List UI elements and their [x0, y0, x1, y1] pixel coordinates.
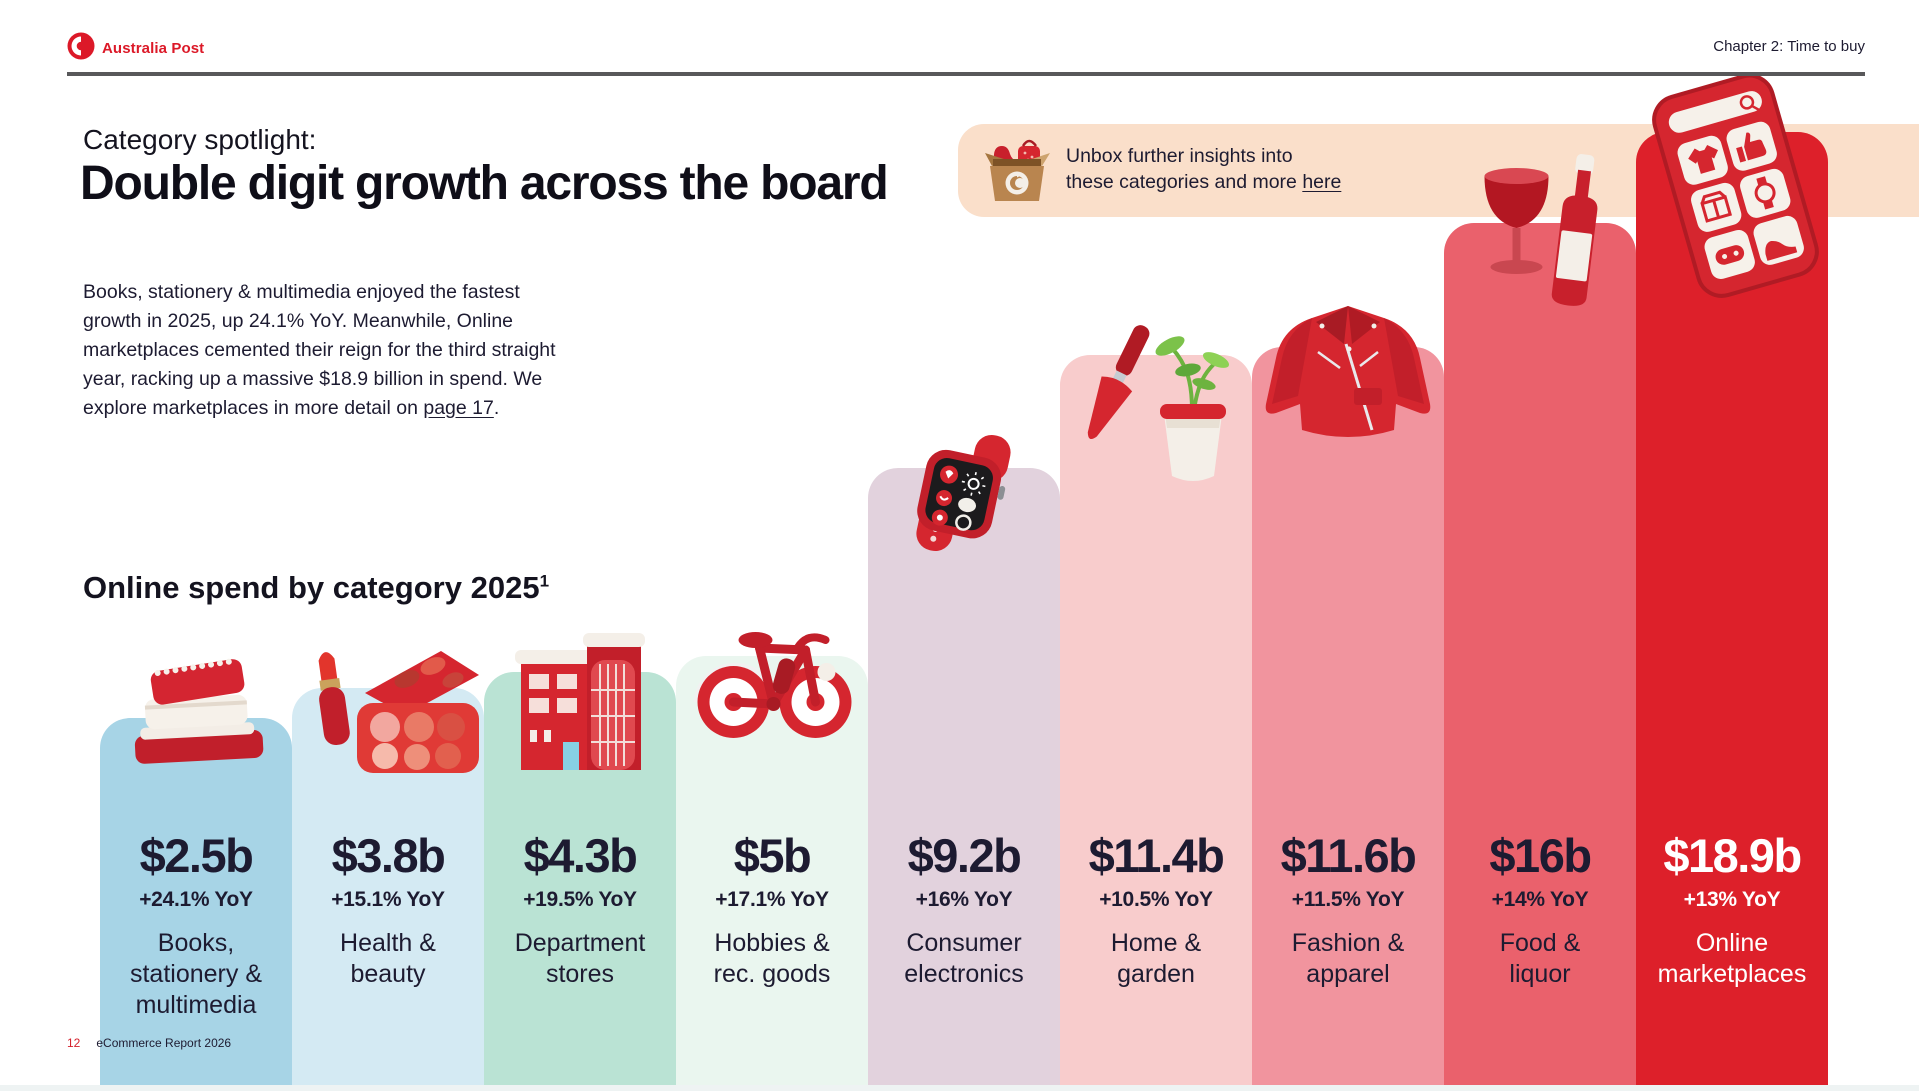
bar-value: $3.8b [331, 829, 446, 882]
bar [676, 656, 868, 1085]
callout-line2: these categories and more here [1066, 171, 1342, 193]
bar [484, 672, 676, 1085]
intro-paragraph: Books, stationery & multimedia enjoyed t… [83, 280, 556, 419]
bar-category-label: Health & beauty [340, 929, 436, 988]
bar-value: $9.2b [907, 829, 1022, 882]
books-icon [111, 645, 281, 775]
bar-yoy-growth: +16% YoY [915, 888, 1013, 911]
unboxed-parcel-icon [980, 135, 1054, 210]
bar [1636, 132, 1828, 1085]
bar-yoy-growth: +10.5% YoY [1099, 888, 1213, 911]
bar-category-label: Department stores [514, 929, 646, 988]
bar-category-label: Online marketplaces [1657, 929, 1807, 988]
bicycle-icon [690, 598, 855, 748]
bar-yoy-growth: +24.1% YoY [139, 888, 253, 911]
brand-name: Australia Post [102, 40, 205, 57]
gardening-icon [1076, 318, 1236, 498]
bar-yoy-growth: +13% YoY [1683, 888, 1781, 911]
bar-value: $5b [733, 829, 812, 882]
smartwatch-icon [902, 428, 1027, 563]
bar [1252, 347, 1444, 1085]
bar-category-label: Home & garden [1110, 929, 1202, 988]
report-name: eCommerce Report 2026 [96, 1036, 232, 1050]
bar [1444, 223, 1636, 1085]
chart-baseline [0, 1085, 1919, 1091]
bar-yoy-growth: +15.1% YoY [331, 888, 445, 911]
callout-line1: Unbox further insights into [1066, 145, 1293, 167]
cosmetics-icon [293, 635, 483, 785]
bar-yoy-growth: +11.5% YoY [1291, 888, 1405, 911]
footer: 12 eCommerce Report 2026 [67, 1036, 231, 1050]
here-link[interactable]: here [1302, 171, 1342, 193]
bar-category-label: Food & liquor [1499, 929, 1581, 988]
bar-value: $2.5b [139, 829, 254, 882]
bar-yoy-growth: +14% YoY [1491, 888, 1589, 911]
page-title: Double digit growth across the board [80, 157, 889, 210]
bar-yoy-growth: +19.5% YoY [523, 888, 637, 911]
bar-value: $18.9b [1663, 829, 1802, 882]
bar-value: $16b [1489, 829, 1592, 882]
page-number: 12 [67, 1036, 81, 1050]
australia-post-icon [67, 32, 95, 65]
bar-yoy-growth: +17.1% YoY [715, 888, 829, 911]
callout-text: Unbox further insights into these catego… [1066, 143, 1341, 195]
intro-text: Books, stationery & multimedia enjoyed t… [83, 280, 556, 419]
leather-jacket-icon [1248, 292, 1448, 457]
bar-value: $4.3b [523, 829, 638, 882]
chapter-label: Chapter 2: Time to buy [1713, 38, 1865, 55]
bar-value: $11.4b [1088, 829, 1225, 882]
kicker: Category spotlight: [83, 124, 317, 155]
bar [1060, 355, 1252, 1085]
australia-post-logo: Australia Post [67, 32, 204, 65]
insights-callout: Unbox further insights into these catego… [958, 124, 1919, 217]
header-divider [67, 72, 1865, 76]
department-store-icon [505, 618, 655, 775]
bar [868, 468, 1060, 1085]
bar [292, 688, 484, 1085]
chart-title: Online spend by category 20251 [83, 570, 550, 605]
page-17-link[interactable]: page 17 [423, 396, 494, 419]
bar-category-label: Hobbies & rec. goods [713, 929, 831, 988]
bar [100, 718, 292, 1085]
bar-category-label: Consumer electronics [904, 929, 1024, 988]
footnote-marker: 1 [539, 571, 550, 591]
bar-category-label: Books, stationery & multimedia [129, 929, 262, 1019]
bar-value: $11.6b [1280, 829, 1417, 882]
bar-category-label: Fashion & apparel [1291, 929, 1405, 988]
